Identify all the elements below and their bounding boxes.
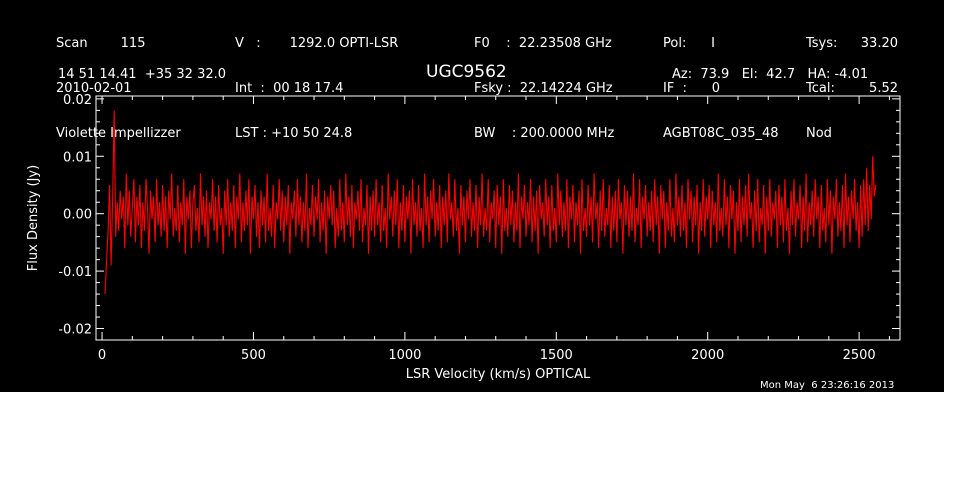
x-tick-label: 2500: [843, 348, 876, 363]
x-tick-label: 1500: [540, 348, 573, 363]
rest-frequency-line: F0 : 22.23508 GHz: [474, 36, 612, 51]
header-column-tsys-labels: Tsys: Tcal: Nod: [806, 6, 837, 171]
header-column-scan: Scan 115 2010-02-01 Violette Impellizzer: [56, 6, 181, 171]
mode-label: Nod: [806, 126, 832, 141]
tsys-value: 33.20: [860, 36, 898, 51]
x-tick-label: 1000: [388, 348, 421, 363]
header-column-frequency: F0 : 22.23508 GHz Fsky : 22.14224 GHz BW…: [474, 6, 614, 171]
y-tick-label: -0.01: [58, 265, 92, 280]
integration-line: Int : 00 18 17.4: [235, 81, 344, 96]
plot-timestamp: Mon May 6 23:26:16 2013: [760, 380, 895, 391]
source-coordinates: 14 51 14.41 +35 32 32.0: [58, 67, 227, 82]
bandwidth-line: BW : 200.0000 MHz: [474, 126, 615, 141]
x-tick-label: 2000: [691, 348, 724, 363]
lst-line: LST : +10 50 24.8: [235, 126, 353, 141]
header-column-velocity: V : 1292.0 OPTI-LSR Int : 00 18 17.4 LST…: [235, 6, 398, 171]
source-name: UGC9562: [426, 62, 507, 82]
tsys-label: Tsys:: [806, 36, 838, 51]
x-tick-label: 500: [241, 348, 266, 363]
if-line: IF : 0: [663, 81, 721, 96]
scan-line: Scan 115: [56, 36, 146, 51]
observer-line: Violette Impellizzer: [56, 126, 181, 141]
trace-layer: [104, 110, 877, 295]
header-column-tsys-values: 33.20 5.52: [846, 6, 898, 156]
spectrum-trace: [104, 110, 877, 295]
sky-frequency-line: Fsky : 22.14224 GHz: [474, 81, 613, 96]
label-layer: 0 500 1000 1500 2000 2500 -0.02 -0.01 0.00 0.01 0.…: [26, 93, 876, 382]
y-tick-label: 0.02: [63, 93, 92, 108]
y-tick-label: -0.02: [58, 323, 92, 338]
velocity-line: V : 1292.0 OPTI-LSR: [235, 36, 399, 51]
y-tick-label: 0.00: [63, 208, 92, 223]
plot-frame: [95, 95, 901, 341]
spectrum-chart: 0 500 1000 1500 2000 2500 -0.02 -0.01 0.00 0.01 0.…: [26, 93, 901, 382]
plot-panel: Scan 115 2010-02-01 Violette Impellizzer…: [0, 0, 944, 392]
x-axis-label: LSR Velocity (km/s) OPTICAL: [406, 367, 591, 382]
polarization-line: Pol: I: [663, 36, 715, 51]
y-tick-label: 0.01: [63, 150, 92, 165]
date-line: 2010-02-01: [56, 81, 132, 96]
tcal-value: 5.52: [869, 81, 898, 96]
pointing-info: Az: 73.9 El: 42.7 HA: -4.01: [672, 67, 869, 82]
axes-layer: [95, 95, 901, 341]
tcal-label: Tcal:: [806, 81, 835, 96]
x-tick-label: 0: [98, 348, 106, 363]
y-axis-label: Flux Density (Jy): [26, 165, 41, 271]
project-line: AGBT08C_035_48: [663, 126, 779, 141]
header-column-polarization: Pol: I IF : 0 AGBT08C_035_48: [663, 6, 779, 171]
